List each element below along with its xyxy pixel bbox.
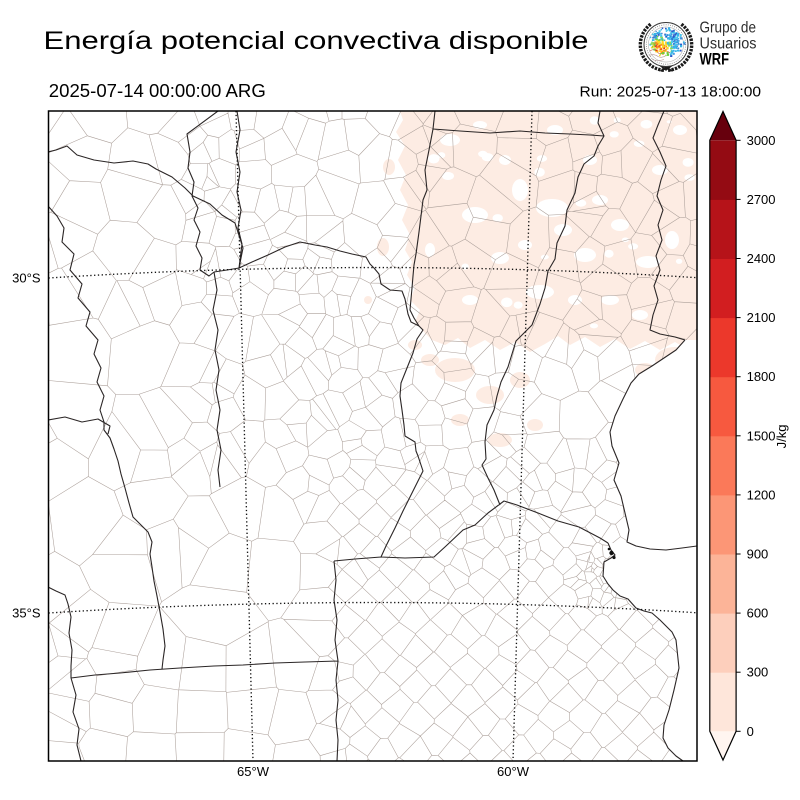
- svg-text:600: 600: [747, 606, 769, 621]
- svg-text:2400: 2400: [747, 251, 776, 266]
- svg-text:Usuarios: Usuarios: [700, 35, 757, 52]
- svg-text:300: 300: [747, 665, 769, 680]
- svg-text:2100: 2100: [747, 310, 776, 325]
- svg-text:30°S: 30°S: [12, 271, 41, 286]
- svg-text:Grupo de: Grupo de: [700, 20, 757, 37]
- svg-text:2700: 2700: [747, 192, 776, 207]
- svg-text:2025-07-14 00:00:00 ARG: 2025-07-14 00:00:00 ARG: [49, 80, 266, 101]
- svg-text:900: 900: [747, 547, 769, 562]
- svg-text:WRF: WRF: [700, 50, 730, 68]
- svg-text:Energía potencial convectiva d: Energía potencial convectiva disponible: [44, 27, 589, 55]
- svg-text:0: 0: [747, 724, 754, 739]
- svg-text:1200: 1200: [747, 487, 776, 502]
- svg-text:J/kg: J/kg: [774, 425, 789, 449]
- svg-text:60°W: 60°W: [497, 764, 530, 779]
- svg-text:1500: 1500: [747, 428, 776, 443]
- svg-text:3000: 3000: [747, 133, 776, 148]
- svg-text:Run: 2025-07-13 18:00:00: Run: 2025-07-13 18:00:00: [580, 84, 762, 101]
- svg-text:65°W: 65°W: [237, 764, 270, 779]
- svg-text:1800: 1800: [747, 369, 776, 384]
- svg-text:35°S: 35°S: [12, 606, 41, 621]
